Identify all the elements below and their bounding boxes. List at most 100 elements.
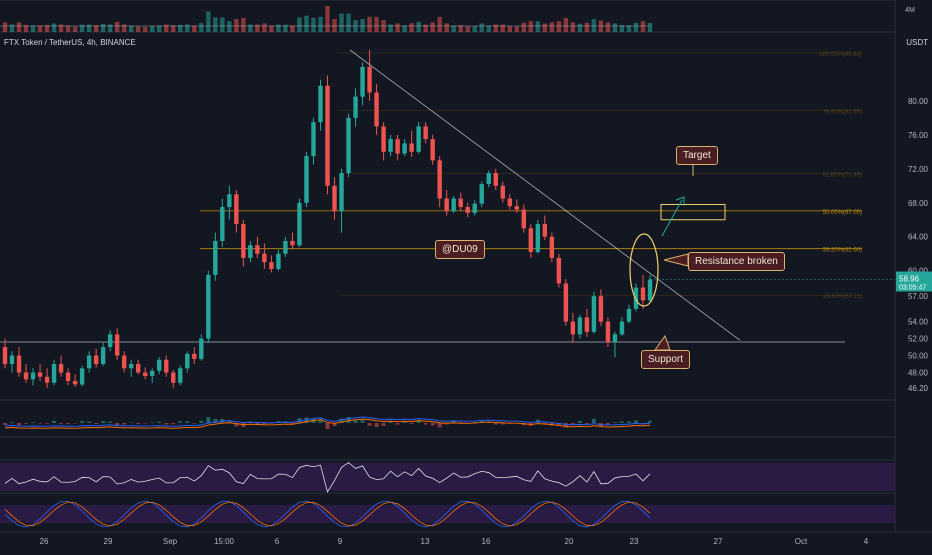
volume-bar (549, 22, 555, 32)
macd-histogram-bar (80, 421, 85, 423)
drawings[interactable] (349, 49, 741, 351)
support-pointer (654, 334, 671, 351)
candle-body (626, 308, 632, 322)
volume-bar (507, 26, 512, 32)
x-tick-label: 20 (565, 537, 574, 546)
volume-bar (199, 23, 204, 32)
macd-histogram-bar (24, 423, 29, 424)
stoch-band (0, 505, 895, 523)
macd-histogram-bar (570, 423, 575, 425)
rsi-band (0, 463, 895, 491)
volume-bar (269, 25, 274, 32)
volume-bar (493, 24, 498, 32)
macd-histogram-bar (416, 420, 421, 423)
y-tick-label: 72.00 (908, 165, 929, 174)
volume-bar (444, 23, 449, 32)
macd-histogram-bar (395, 423, 400, 425)
volume-bar (65, 25, 71, 32)
candle-body (241, 224, 246, 258)
macd-histogram-bar (402, 421, 407, 423)
volume-bar (521, 22, 527, 32)
candle-body (458, 198, 463, 208)
volume-bar (381, 20, 386, 32)
candle-body (605, 321, 611, 342)
x-tick-label: 6 (275, 537, 280, 546)
volume-bar (297, 17, 302, 32)
macd-histogram-bar (619, 421, 624, 423)
volume-bar (2, 22, 8, 32)
candle-body (206, 274, 211, 339)
volume-bar (472, 26, 477, 32)
resistance-callout[interactable]: Resistance broken (688, 252, 785, 271)
volume-bar (598, 20, 604, 32)
volume-bar (416, 21, 421, 32)
candle-body (9, 355, 15, 365)
candle-body (311, 122, 316, 157)
fib-label: 38.20%(62.60) (823, 248, 862, 254)
macd-histogram-bar (409, 423, 414, 424)
candle-body (577, 317, 583, 335)
candle-body (640, 287, 646, 301)
target-callout[interactable]: Target (676, 146, 718, 165)
volume-bar (136, 26, 141, 32)
macd-histogram-bar (234, 423, 239, 427)
candle-body (72, 381, 78, 385)
candle-body (100, 347, 106, 365)
candle-body (367, 66, 372, 93)
candle-body (318, 85, 323, 123)
candle-body (500, 185, 505, 199)
candle-body (486, 173, 491, 185)
macd-histogram-bar (388, 421, 393, 423)
volume-bar (605, 22, 611, 32)
candle-body (409, 143, 414, 152)
resistance-pointer (663, 253, 689, 267)
macd-histogram-bar (304, 417, 309, 423)
candle-body (297, 202, 302, 246)
y-tick-label: 60.00 (908, 267, 929, 276)
candle-body (360, 66, 365, 97)
volume-bar (107, 24, 113, 32)
candle-body (107, 334, 113, 348)
volume-bar (164, 24, 169, 32)
candle-body (58, 364, 64, 373)
candle-body (93, 355, 99, 365)
candle-body (507, 198, 512, 207)
volume-bar (430, 22, 435, 32)
support-callout[interactable]: Support (641, 350, 691, 369)
volume-bar (325, 6, 330, 32)
x-tick-label: 23 (630, 537, 639, 546)
candle-body (346, 117, 351, 174)
volume-bar (640, 21, 646, 32)
macd-histogram-bar (444, 423, 449, 425)
macd-histogram-bar (143, 423, 148, 424)
candle-body (584, 317, 590, 332)
stoch-d (4, 501, 651, 527)
volume-bar (290, 25, 295, 32)
candle-body (114, 334, 120, 356)
volume-bar (283, 24, 288, 32)
macd-histogram-bar (605, 423, 610, 426)
volume-bar (206, 11, 211, 33)
candle-body (255, 245, 260, 254)
macd-histogram-bar (353, 420, 358, 423)
volume-bar (276, 24, 281, 32)
macd-histogram-bar (94, 423, 99, 424)
macd-histogram-bar (262, 423, 267, 424)
y-tick-label: 50.00 (908, 352, 929, 361)
macd-histogram-bar (626, 421, 631, 423)
last-price-value: 58.96 (899, 275, 920, 284)
author-watermark: @DU09 (435, 240, 485, 259)
last-price-tag (896, 271, 932, 292)
volume-bar (304, 15, 309, 32)
y-tick-label: 76.00 (908, 131, 929, 140)
volume-pane (0, 6, 653, 33)
macd-histogram-bar (136, 423, 141, 424)
volume-bar (437, 16, 442, 32)
volume-bar (423, 24, 428, 32)
macd-histogram-bar (493, 423, 498, 425)
macd-histogram-bar (227, 421, 232, 423)
fib-label: 23.60%(57.11) (823, 294, 862, 300)
volume-bar (500, 24, 505, 32)
